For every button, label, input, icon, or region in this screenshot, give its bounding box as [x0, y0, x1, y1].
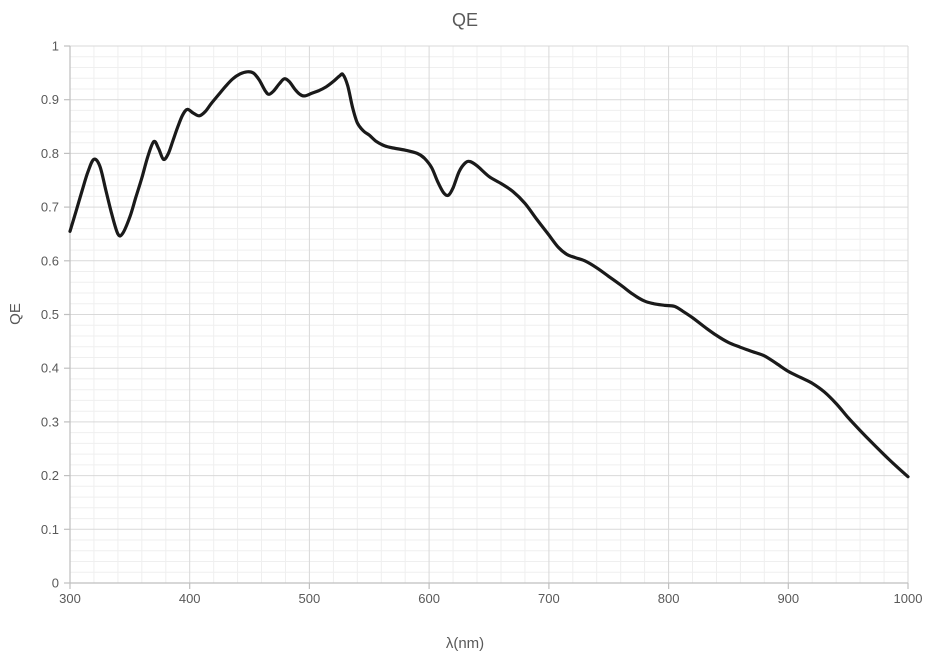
y-tick-label: 0.4: [41, 361, 59, 376]
qe-curve: [68, 70, 910, 479]
y-tick-label: 0.5: [41, 307, 59, 322]
x-tick-label: 500: [299, 591, 321, 606]
y-tick-label: 0.6: [41, 253, 59, 268]
y-tick-label: 1: [52, 39, 59, 54]
x-tick-label: 400: [179, 591, 201, 606]
y-tick-label: 0.7: [41, 200, 59, 215]
major-gridlines: [69, 45, 909, 584]
x-tick-label: 700: [538, 591, 560, 606]
tick-marks: [64, 45, 909, 589]
x-tick-label: 900: [777, 591, 799, 606]
y-tick-label: 0: [52, 576, 59, 591]
x-axis-title: λ(nm): [446, 635, 484, 652]
y-axis-tick-labels: 0 0.1 0.2 0.3 0.4 0.5 0.6 0.7 0.8 0.9 1: [41, 39, 59, 591]
x-tick-label: 600: [418, 591, 440, 606]
y-axis-title: QE: [7, 303, 24, 325]
x-axis-tick-labels: 300 400 500 600 700 800 900 1000: [59, 591, 922, 606]
y-tick-label: 0.8: [41, 146, 59, 161]
y-tick-label: 0.3: [41, 414, 59, 429]
y-tick-label: 0.2: [41, 468, 59, 483]
x-tick-label: 1000: [894, 591, 923, 606]
x-tick-label: 800: [658, 591, 680, 606]
x-tick-label: 300: [59, 591, 81, 606]
y-tick-label: 0.1: [41, 522, 59, 537]
y-tick-label: 0.9: [41, 92, 59, 107]
chart-title: QE: [452, 10, 478, 30]
